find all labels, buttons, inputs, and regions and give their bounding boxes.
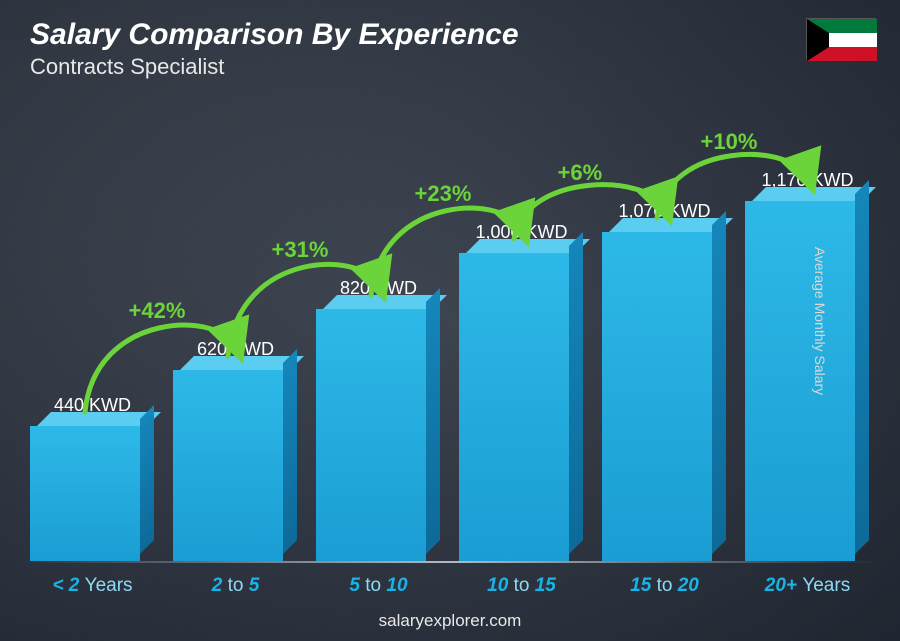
bar-front-face (459, 253, 569, 561)
footer-source: salaryexplorer.com (0, 611, 900, 631)
bar (30, 426, 155, 561)
bar (459, 253, 584, 561)
bar-column: 1,070 KWD (602, 201, 727, 561)
x-axis-labels: < 2 Years 2 to 5 5 to 10 10 to 15 15 to 20 20… (30, 575, 870, 597)
x-category-label: 2 to 5 (173, 575, 298, 597)
bar-column: 1,170 KWD (745, 170, 870, 561)
percent-increase-label: +23% (415, 181, 472, 207)
bar (173, 370, 298, 561)
bar-side-face (569, 232, 583, 554)
bar-column: 820 KWD (316, 278, 441, 561)
x-category-label: 10 to 15 (459, 575, 584, 597)
x-category-label: 15 to 20 (602, 575, 727, 597)
bar (316, 309, 441, 561)
bar (602, 232, 727, 561)
bar-side-face (855, 180, 869, 554)
bar-front-face (745, 201, 855, 561)
bar-side-face (426, 288, 440, 554)
x-category-label: 5 to 10 (316, 575, 441, 597)
kuwait-flag-icon (806, 18, 876, 60)
bar-column: 620 KWD (173, 339, 298, 561)
bar (745, 201, 870, 561)
x-category-label: < 2 Years (30, 575, 155, 597)
bar-front-face (30, 426, 140, 561)
page-subtitle: Contracts Specialist (30, 54, 519, 80)
y-axis-label: Average Monthly Salary (812, 246, 828, 394)
bar-front-face (602, 232, 712, 561)
x-category-label: 20+ Years (745, 575, 870, 597)
bar-side-face (283, 349, 297, 554)
bar-side-face (712, 211, 726, 554)
page-title: Salary Comparison By Experience (30, 18, 519, 52)
percent-increase-label: +6% (558, 160, 603, 186)
percent-increase-label: +31% (272, 237, 329, 263)
x-axis-line (20, 561, 880, 563)
bar-side-face (140, 405, 154, 554)
bar-column: 1,000 KWD (459, 222, 584, 561)
header: Salary Comparison By Experience Contract… (30, 18, 519, 80)
bar-column: 440 KWD (30, 395, 155, 561)
percent-increase-label: +42% (129, 298, 186, 324)
bar-front-face (173, 370, 283, 561)
percent-increase-label: +10% (701, 129, 758, 155)
bar-front-face (316, 309, 426, 561)
